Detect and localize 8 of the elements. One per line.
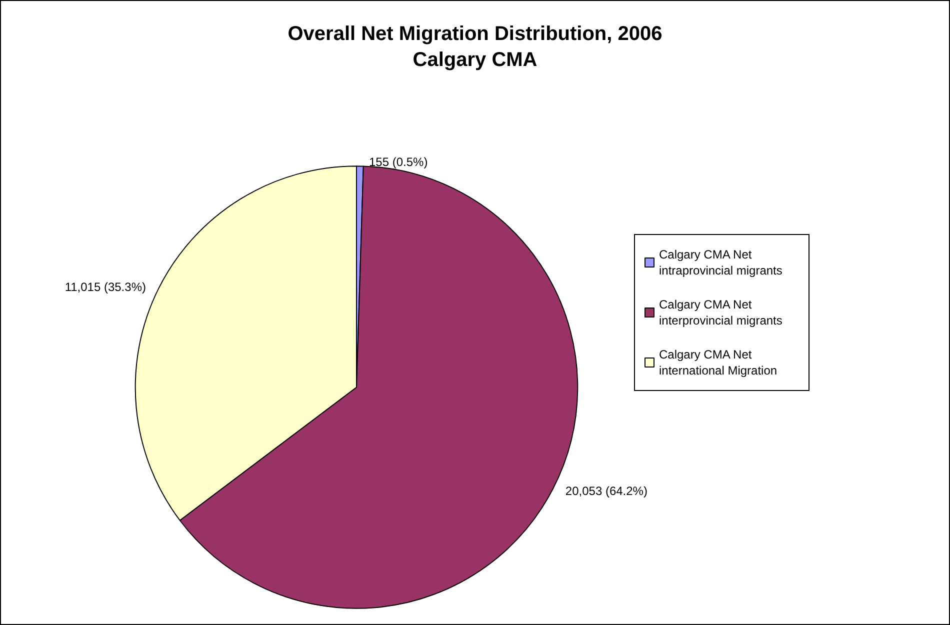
data-label: 155 (0.5%) [369, 155, 428, 170]
data-label: 20,053 (64.2%) [565, 484, 648, 498]
legend-label: Calgary CMA Net international Migration [659, 348, 778, 378]
data-label: 11,015 (35.3%) [64, 280, 146, 294]
legend-label: Calgary CMA Net intraprovincial migrants [659, 248, 782, 278]
chart-title: Overall Net Migration Distribution, 2006 [288, 23, 662, 45]
legend-label: Calgary CMA Net interprovincial migrants [659, 298, 782, 328]
chart-subtitle: Calgary CMA [412, 49, 538, 71]
